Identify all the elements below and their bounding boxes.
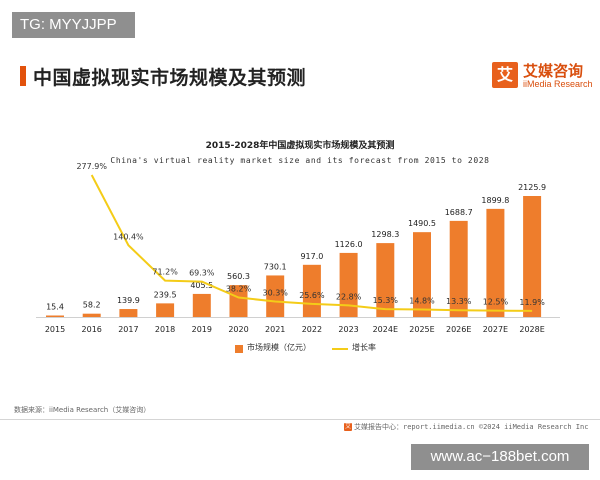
bar-label-2018: 239.5: [154, 290, 177, 299]
rate-label-2020: 38.2%: [226, 284, 252, 293]
bar-label-2022: 917.0: [300, 252, 323, 261]
rate-label-2025E: 14.8%: [409, 296, 435, 305]
x-tick-2015: 2015: [45, 325, 65, 334]
rate-label-2021: 30.3%: [262, 289, 288, 298]
bar-2023: [339, 252, 358, 317]
bar-label-2020: 560.3: [227, 272, 250, 281]
bar-label-2016: 58.2: [83, 301, 101, 310]
bar-2017: [119, 309, 138, 317]
x-tick-2024E: 2024E: [373, 325, 398, 334]
bar-label-2015: 15.4: [46, 303, 64, 312]
rate-label-2019: 69.3%: [189, 269, 215, 278]
bar-label-2027E: 1899.8: [481, 196, 509, 205]
bar-label-2026E: 1688.7: [445, 208, 473, 217]
x-tick-2021: 2021: [265, 325, 285, 334]
bar-2027E: [486, 208, 505, 317]
rate-label-2022: 25.6%: [299, 291, 325, 300]
x-tick-2016: 2016: [82, 325, 102, 334]
rate-label-2028E: 11.9%: [519, 298, 545, 307]
footer-divider: [0, 419, 600, 420]
x-tick-2025E: 2025E: [409, 325, 434, 334]
bar-label-2017: 139.9: [117, 296, 140, 305]
chart-title: 2015-2028年中国虚拟现实市场规模及其预测: [205, 141, 395, 151]
bar-2021: [266, 275, 285, 317]
rate-label-2017: 140.4%: [113, 232, 144, 241]
chart-legend: 市场规模（亿元） 增长率: [0, 342, 600, 356]
rate-label-2024E: 15.3%: [373, 296, 399, 305]
bar-label-2028E: 2125.9: [518, 183, 546, 192]
bar-2018: [156, 303, 175, 317]
bar-2025E: [413, 232, 431, 317]
rate-label-2026E: 13.3%: [446, 297, 472, 306]
legend-line-label: 增长率: [352, 343, 376, 352]
x-tick-2027E: 2027E: [483, 325, 508, 334]
legend-bar-swatch: [235, 345, 243, 353]
bar-2024E: [376, 243, 395, 317]
rate-label-2027E: 12.5%: [483, 298, 509, 307]
rate-label-2016: 277.9%: [76, 162, 107, 171]
bar-label-2024E: 1298.3: [371, 230, 399, 239]
watermark-top: TG: MYYJJPP: [12, 12, 135, 38]
bar-2020: [229, 285, 248, 317]
bar-2015: [46, 315, 64, 317]
x-tick-2020: 2020: [228, 325, 248, 334]
bar-2026E: [449, 220, 468, 317]
bar-2019: [192, 293, 211, 317]
bar-label-2023: 1126.0: [335, 240, 363, 249]
bar-label-2019: 405.5: [190, 281, 213, 290]
rate-label-2023: 22.8%: [336, 292, 362, 301]
bar-2016: [82, 313, 101, 317]
x-tick-2018: 2018: [155, 325, 175, 334]
legend-line-swatch: [332, 348, 348, 350]
logo-cn-text: 艾媒咨询: [523, 62, 584, 80]
x-tick-2023: 2023: [338, 325, 358, 334]
x-tick-2022: 2022: [302, 325, 322, 334]
x-tick-2017: 2017: [118, 325, 138, 334]
x-tick-2028E: 2028E: [519, 325, 544, 334]
chart-subtitle: China's virtual reality market size and …: [110, 156, 490, 165]
growth-rate-line: [90, 174, 533, 312]
footer: 艾艾媒报告中心：report.iimedia.cn ©2024 iiMedia …: [344, 422, 588, 432]
footer-text: 艾媒报告中心：report.iimedia.cn ©2024 iiMedia R…: [354, 423, 589, 431]
watermark-bottom: www.ac−188bet.com: [411, 444, 589, 470]
bar-2028E: [523, 196, 542, 317]
title-accent-bar: [20, 66, 26, 86]
x-tick-2026E: 2026E: [446, 325, 471, 334]
bar-label-2021: 730.1: [264, 262, 287, 271]
page-title: 中国虚拟现实市场规模及其预测: [33, 67, 307, 89]
footer-logo-icon: 艾: [344, 423, 352, 431]
legend-bar-label: 市场规模（亿元）: [247, 343, 311, 352]
logo-icon: 艾: [492, 62, 518, 88]
logo-en-text: iiMedia Research: [523, 79, 593, 89]
bar-label-2025E: 1490.5: [408, 219, 436, 228]
x-tick-2019: 2019: [192, 325, 212, 334]
rate-label-2018: 71.2%: [152, 268, 178, 277]
data-source: 数据来源：iiMedia Research（艾媒咨询）: [14, 406, 151, 414]
